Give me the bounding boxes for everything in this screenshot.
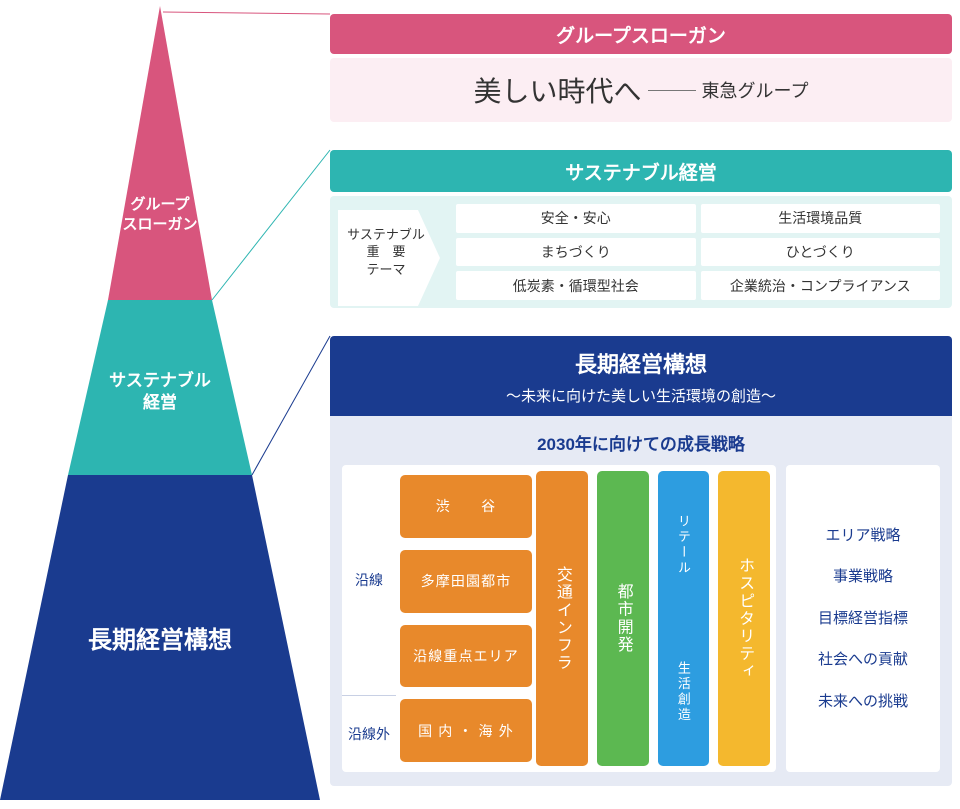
area-row-labels: 沿線 沿線外	[342, 465, 396, 772]
row-label	[342, 465, 396, 542]
area-bar: 国 内 ・ 海 外	[400, 699, 532, 762]
slogan-separator	[648, 90, 696, 91]
vbar-hospitality: ホスピタリティ	[718, 471, 770, 766]
pyramid-label-2: サステナブル 経営	[0, 370, 320, 414]
theme-cell: ひとづくり	[701, 238, 941, 267]
panel-longterm-header: 長期経営構想 〜未来に向けた美しい生活環境の創造〜	[330, 336, 952, 416]
longterm-title: 長期経営構想	[575, 347, 707, 379]
business-vertical-bars: 交通インフラ 都市開発 リテール 生活創造 ホスピタリティ	[530, 471, 770, 766]
slogan-sub: 東急グループ	[702, 77, 809, 103]
panel-slogan-body: 美しい時代へ 東急グループ	[330, 58, 952, 122]
panel-slogan-header: グループスローガン	[330, 14, 952, 54]
area-bars: 渋 谷 多摩田園都市 沿線重点エリア 国 内 ・ 海 外	[400, 465, 532, 772]
pyramid-label-3: 長期経営構想	[0, 625, 320, 656]
strategy-side-list: エリア戦略 事業戦略 目標経営指標 社会への貢献 未来への挑戦	[786, 465, 940, 772]
area-bar: 多摩田園都市	[400, 550, 532, 613]
strategy-grid: 沿線 沿線外 渋 谷 多摩田園都市 沿線重点エリア 国 内 ・ 海 外 交通イン…	[342, 465, 776, 772]
diagram-root: グループ スローガン サステナブル 経営 長期経営構想 グループスローガン 美し…	[0, 0, 960, 809]
growth-strategy-matrix: 沿線 沿線外 渋 谷 多摩田園都市 沿線重点エリア 国 内 ・ 海 外 交通イン…	[330, 465, 952, 786]
row-label: 沿線外	[342, 695, 396, 773]
vbar-urban: 都市開発	[597, 471, 649, 766]
vbar-transport: 交通インフラ	[536, 471, 588, 766]
list-item: 未来への挑戦	[790, 692, 936, 712]
row-label	[342, 618, 396, 695]
sustainable-theme-arrow: サステナブル 重 要 テーマ	[330, 202, 442, 302]
list-item: エリア戦略	[790, 526, 936, 546]
theme-cell: 安全・安心	[456, 204, 696, 233]
theme-cell: まちづくり	[456, 238, 696, 267]
list-item: 社会への貢献	[790, 650, 936, 670]
panel-sustainable-body: サステナブル 重 要 テーマ 安全・安心 生活環境品質 まちづくり ひとづくり …	[330, 196, 952, 308]
area-bar: 渋 谷	[400, 475, 532, 538]
pyramid-section-1	[108, 6, 212, 300]
list-item: 目標経営指標	[790, 609, 936, 629]
sustainable-theme-label: サステナブル 重 要 テーマ	[347, 226, 425, 279]
sustainable-theme-grid: 安全・安心 生活環境品質 まちづくり ひとづくり 低炭素・循環型社会 企業統治・…	[442, 202, 942, 302]
theme-cell: 企業統治・コンプライアンス	[701, 271, 941, 300]
longterm-subtitle: 〜未来に向けた美しい生活環境の創造〜	[506, 385, 776, 406]
theme-cell: 生活環境品質	[701, 204, 941, 233]
panel-longterm-body: 2030年に向けての成長戦略 沿線 沿線外 渋 谷 多摩田園都市 沿線重点エリア	[330, 416, 952, 786]
row-label: 沿線	[342, 542, 396, 619]
panel-sustainable-header: サステナブル経営	[330, 150, 952, 192]
pyramid-label-1: グループ スローガン	[0, 195, 320, 234]
vbar-retail: リテール 生活創造	[658, 471, 710, 766]
theme-cell: 低炭素・循環型社会	[456, 271, 696, 300]
area-bar: 沿線重点エリア	[400, 625, 532, 688]
slogan-main: 美しい時代へ	[474, 70, 642, 110]
growth-strategy-title: 2030年に向けての成長戦略	[330, 416, 952, 465]
list-item: 事業戦略	[790, 567, 936, 587]
